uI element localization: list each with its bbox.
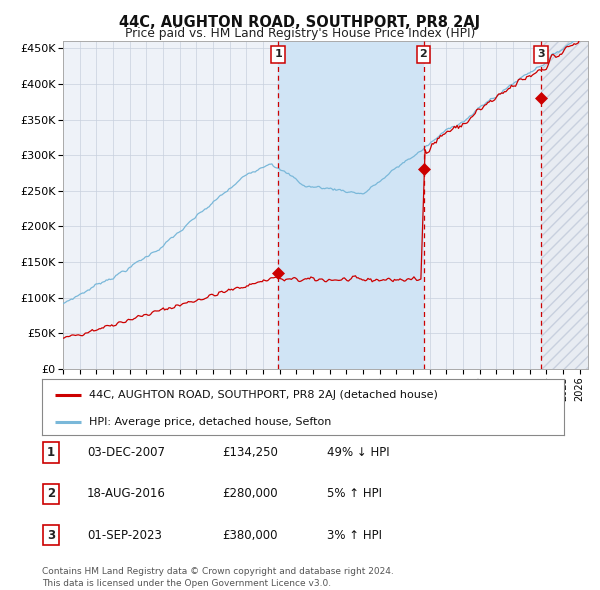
Bar — [541, 41, 588, 369]
Text: 03-DEC-2007: 03-DEC-2007 — [87, 446, 165, 459]
Text: £280,000: £280,000 — [222, 487, 278, 500]
Text: HPI: Average price, detached house, Sefton: HPI: Average price, detached house, Seft… — [89, 417, 331, 427]
Text: £380,000: £380,000 — [222, 529, 277, 542]
Text: 2: 2 — [47, 487, 55, 500]
Text: 49% ↓ HPI: 49% ↓ HPI — [327, 446, 389, 459]
Text: 18-AUG-2016: 18-AUG-2016 — [87, 487, 166, 500]
Text: 01-SEP-2023: 01-SEP-2023 — [87, 529, 162, 542]
Text: £134,250: £134,250 — [222, 446, 278, 459]
Text: 5% ↑ HPI: 5% ↑ HPI — [327, 487, 382, 500]
Bar — [541, 41, 588, 369]
Text: 44C, AUGHTON ROAD, SOUTHPORT, PR8 2AJ (detached house): 44C, AUGHTON ROAD, SOUTHPORT, PR8 2AJ (d… — [89, 390, 438, 400]
Text: 44C, AUGHTON ROAD, SOUTHPORT, PR8 2AJ: 44C, AUGHTON ROAD, SOUTHPORT, PR8 2AJ — [119, 15, 481, 30]
Text: 3: 3 — [47, 529, 55, 542]
Text: 3% ↑ HPI: 3% ↑ HPI — [327, 529, 382, 542]
Text: 2: 2 — [419, 50, 427, 60]
Text: 3: 3 — [537, 50, 545, 60]
Text: 1: 1 — [47, 446, 55, 459]
Bar — [278, 41, 424, 369]
Text: Contains HM Land Registry data © Crown copyright and database right 2024.
This d: Contains HM Land Registry data © Crown c… — [42, 567, 394, 588]
Text: Price paid vs. HM Land Registry's House Price Index (HPI): Price paid vs. HM Land Registry's House … — [125, 27, 475, 40]
Text: 1: 1 — [274, 50, 282, 60]
